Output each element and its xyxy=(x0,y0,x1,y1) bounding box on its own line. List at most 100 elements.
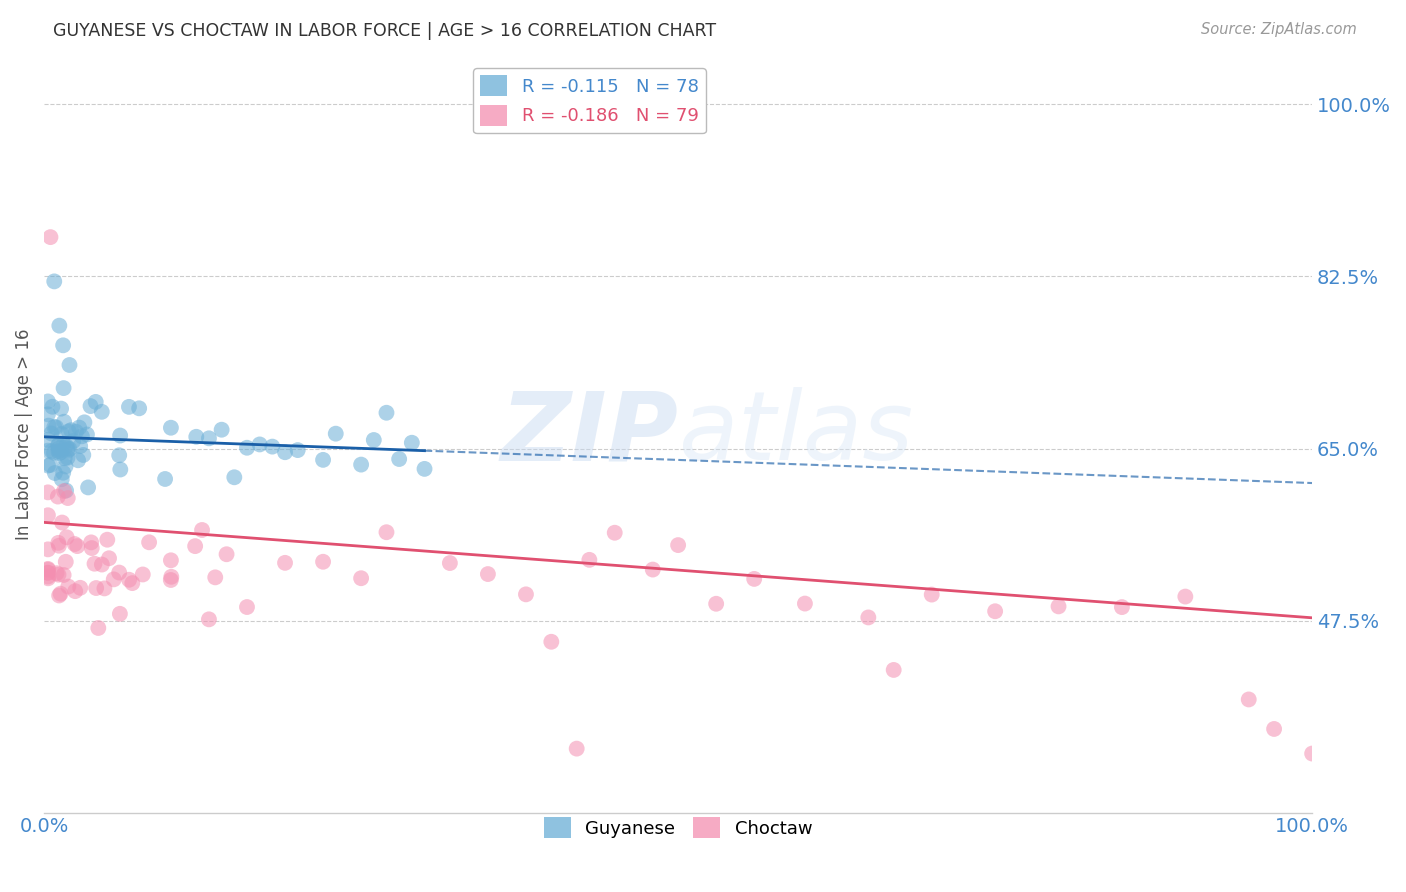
Point xyxy=(742,572,765,586)
Point xyxy=(883,663,905,677)
Point xyxy=(62,434,84,448)
Point xyxy=(65,425,87,439)
Point xyxy=(439,556,461,570)
Point xyxy=(44,466,66,480)
Point xyxy=(37,569,59,583)
Point xyxy=(48,539,70,553)
Point xyxy=(198,612,221,626)
Point xyxy=(63,584,86,599)
Point xyxy=(55,555,77,569)
Point xyxy=(69,581,91,595)
Point xyxy=(66,539,89,553)
Point xyxy=(578,553,600,567)
Point xyxy=(191,523,214,537)
Text: GUYANESE VS CHOCTAW IN LABOR FORCE | AGE > 16 CORRELATION CHART: GUYANESE VS CHOCTAW IN LABOR FORCE | AGE… xyxy=(53,22,717,40)
Point xyxy=(90,405,112,419)
Point xyxy=(118,400,141,414)
Point xyxy=(108,448,131,462)
Point xyxy=(37,571,59,585)
Point xyxy=(46,536,69,550)
Point xyxy=(350,458,373,472)
Point xyxy=(603,525,626,540)
Point xyxy=(79,399,101,413)
Point xyxy=(52,381,75,395)
Point xyxy=(52,338,75,352)
Point xyxy=(58,580,80,594)
Point xyxy=(41,426,63,441)
Point xyxy=(350,571,373,585)
Point xyxy=(55,530,77,544)
Point xyxy=(44,274,66,288)
Point xyxy=(44,420,66,434)
Point xyxy=(540,634,562,648)
Point xyxy=(52,568,75,582)
Point xyxy=(72,448,94,462)
Point xyxy=(375,525,398,540)
Point xyxy=(37,433,59,447)
Point xyxy=(641,563,664,577)
Point xyxy=(108,428,131,442)
Point xyxy=(84,395,107,409)
Point xyxy=(1263,722,1285,736)
Point xyxy=(921,588,943,602)
Point xyxy=(53,483,76,498)
Point xyxy=(48,446,70,460)
Point xyxy=(312,555,335,569)
Point xyxy=(108,566,131,580)
Point xyxy=(160,553,183,567)
Point xyxy=(58,358,80,372)
Point xyxy=(55,459,77,474)
Point xyxy=(53,415,76,429)
Point xyxy=(211,423,233,437)
Point xyxy=(38,418,60,433)
Point xyxy=(160,421,183,435)
Point xyxy=(49,445,72,459)
Point xyxy=(274,445,297,459)
Point xyxy=(118,573,141,587)
Point xyxy=(55,439,77,453)
Point xyxy=(793,597,815,611)
Point xyxy=(67,420,90,434)
Point xyxy=(37,566,59,580)
Point xyxy=(52,466,75,480)
Point xyxy=(48,438,70,452)
Point xyxy=(236,600,259,615)
Point xyxy=(60,423,83,437)
Text: atlas: atlas xyxy=(678,387,912,481)
Point xyxy=(37,563,59,577)
Point xyxy=(63,537,86,551)
Point xyxy=(1237,692,1260,706)
Point xyxy=(160,570,183,584)
Point xyxy=(37,566,59,580)
Point xyxy=(98,551,121,566)
Point xyxy=(39,458,62,472)
Y-axis label: In Labor Force | Age > 16: In Labor Force | Age > 16 xyxy=(15,328,32,540)
Point xyxy=(39,230,62,244)
Point xyxy=(121,576,143,591)
Point xyxy=(224,470,246,484)
Point xyxy=(159,573,181,587)
Point xyxy=(90,558,112,572)
Point xyxy=(325,426,347,441)
Point xyxy=(984,604,1007,618)
Text: ZIP: ZIP xyxy=(501,387,678,481)
Point xyxy=(401,435,423,450)
Point xyxy=(858,610,880,624)
Point xyxy=(41,444,63,458)
Point xyxy=(186,430,208,444)
Point xyxy=(236,441,259,455)
Point xyxy=(53,451,76,466)
Point xyxy=(58,442,80,456)
Point xyxy=(51,427,73,442)
Point xyxy=(249,437,271,451)
Point xyxy=(51,516,73,530)
Point xyxy=(41,400,63,414)
Point xyxy=(49,401,72,416)
Point xyxy=(37,443,59,458)
Point xyxy=(45,420,67,434)
Point xyxy=(198,431,221,445)
Point xyxy=(204,570,226,584)
Point xyxy=(153,472,176,486)
Text: Source: ZipAtlas.com: Source: ZipAtlas.com xyxy=(1201,22,1357,37)
Point xyxy=(80,535,103,549)
